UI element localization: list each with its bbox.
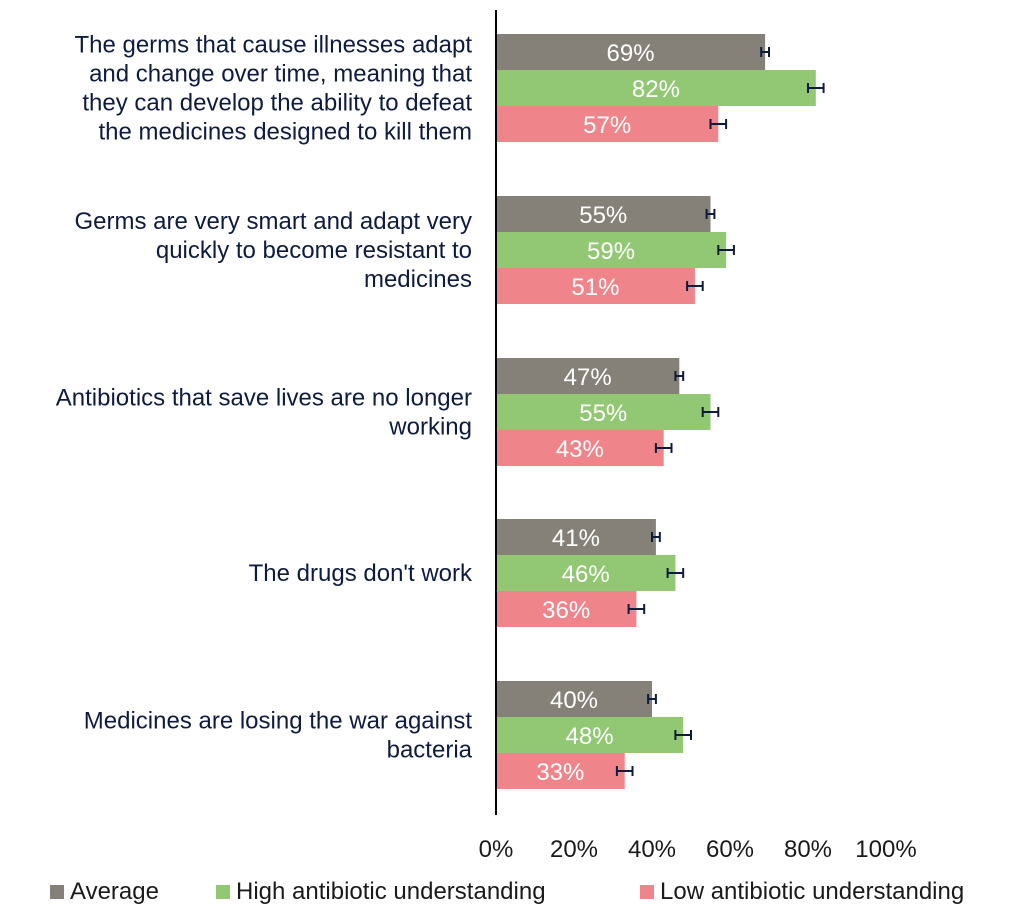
x-tick-label-5: 100%: [855, 836, 916, 863]
legend-item-1: High antibiotic understanding: [216, 878, 546, 906]
legend-label-2: Low antibiotic understanding: [660, 878, 965, 905]
value-label-series0-cat4: 40%: [550, 687, 598, 714]
legend: Average High antibiotic understanding Low …: [0, 870, 1018, 912]
value-label-series0-cat2: 47%: [564, 364, 612, 391]
error-bar-series2-cat0: [709, 119, 728, 129]
error-bar-series1-cat0: [807, 83, 825, 93]
error-bar-series0-cat1: [705, 209, 716, 219]
bar-series2-cat2: [496, 430, 664, 466]
legend-swatch-2: [640, 885, 654, 899]
error-bar-series2-cat1: [686, 281, 704, 291]
bar-series2-cat4: [496, 753, 625, 789]
bar-series1-cat2: [496, 394, 711, 430]
legend-swatch-1: [216, 885, 230, 899]
error-bar-series0-cat3: [651, 532, 661, 542]
bar-series0-cat4: [496, 681, 652, 717]
bar-series1-cat3: [496, 555, 676, 591]
error-bar-series0-cat4: [647, 694, 657, 704]
bar-series0-cat3: [496, 519, 656, 555]
x-tick-label-2: 40%: [628, 836, 676, 863]
category-label-0: The germs that cause illnesses adapt and …: [74, 32, 472, 146]
category-label-1: Germs are very smart and adapt very quick…: [75, 208, 472, 293]
x-tick-label-4: 80%: [784, 836, 832, 863]
bar-series0-cat1: [496, 196, 711, 232]
error-bar-series2-cat4: [615, 766, 634, 776]
value-label-series1-cat2: 55%: [579, 400, 627, 427]
legend-item-0: Average: [50, 878, 159, 906]
category-label-3: The drugs don't work: [249, 560, 473, 587]
value-label-series1-cat1: 59%: [587, 238, 635, 265]
error-bar-series1-cat4: [674, 730, 692, 740]
bar-series1-cat1: [496, 232, 727, 268]
category-label-2: Antibiotics that save lives are no longe…: [56, 385, 472, 441]
bar-series1-cat0: [496, 70, 816, 106]
value-label-series0-cat1: 55%: [579, 202, 627, 229]
bar-series2-cat3: [496, 591, 637, 627]
value-label-series2-cat3: 36%: [542, 597, 590, 624]
error-bar-series1-cat3: [666, 568, 685, 578]
legend-item-2: Low antibiotic understanding: [640, 878, 964, 906]
value-label-series1-cat4: 48%: [566, 723, 614, 750]
x-tick-label-3: 60%: [706, 836, 754, 863]
legend-label-0: Average: [70, 878, 159, 905]
error-bar-series2-cat2: [654, 443, 673, 453]
value-label-series2-cat0: 57%: [583, 112, 631, 139]
bar-series2-cat0: [496, 106, 719, 142]
error-bar-series2-cat3: [627, 604, 646, 614]
bar-series1-cat4: [496, 717, 684, 753]
bar-series0-cat0: [496, 34, 766, 70]
error-bar-series0-cat2: [674, 371, 685, 381]
value-label-series2-cat2: 43%: [556, 436, 604, 463]
chart: 69% 55% 47% 41% 40% 82% 59% 55% 46% 48% 57% 51% 43% 3…: [56, 10, 917, 863]
value-label-series0-cat3: 41%: [552, 525, 600, 552]
value-label-series1-cat3: 46%: [562, 561, 610, 588]
legend-swatch-0: [50, 885, 64, 899]
category-label-4: Medicines are losing the war against bact…: [84, 708, 473, 764]
value-label-series1-cat0: 82%: [632, 76, 680, 103]
error-bar-series0-cat0: [760, 47, 770, 57]
x-tick-label-0: 0%: [479, 836, 514, 863]
error-bar-series1-cat1: [717, 245, 735, 255]
value-label-series2-cat4: 33%: [536, 759, 584, 786]
bar-series0-cat2: [496, 358, 680, 394]
x-tick-label-1: 20%: [550, 836, 598, 863]
bar-series2-cat1: [496, 268, 695, 304]
legend-label-1: High antibiotic understanding: [236, 878, 546, 905]
value-label-series0-cat0: 69%: [607, 40, 655, 67]
error-bar-series1-cat2: [701, 407, 720, 417]
value-label-series2-cat1: 51%: [571, 274, 619, 301]
